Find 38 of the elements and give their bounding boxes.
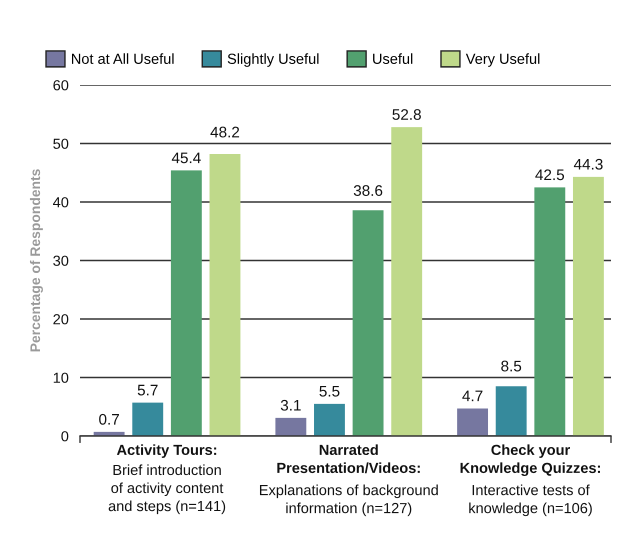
bar xyxy=(275,418,306,436)
x-tick-label: Narrated Presentation/Videos: Explanations of background information (n=127) xyxy=(260,444,438,516)
bar xyxy=(457,408,488,436)
legend-label: Useful xyxy=(373,53,412,64)
bar xyxy=(534,187,566,436)
y-tick-label: 30 xyxy=(53,256,68,266)
y-tick-label: 20 xyxy=(53,314,68,324)
data-label: 44.3 xyxy=(574,158,603,170)
data-label: 42.5 xyxy=(535,169,564,180)
y-tick-label: 0 xyxy=(61,431,68,442)
legend-label: Slightly Useful xyxy=(228,53,318,67)
data-label: 5.5 xyxy=(319,386,340,397)
legend-label: Very Useful xyxy=(466,53,540,67)
y-tick-label: 10 xyxy=(54,372,68,383)
bar xyxy=(132,402,164,436)
y-axis-title: Percentage of Respondents xyxy=(30,169,43,352)
y-tick-label: 40 xyxy=(53,197,68,208)
bar xyxy=(496,386,527,436)
bar xyxy=(210,154,240,436)
data-label: 5.7 xyxy=(138,384,158,396)
data-label: 52.8 xyxy=(392,109,421,120)
data-label: 4.7 xyxy=(462,390,482,402)
x-tick-label: Activity Tours: Brief introduction of activity content and steps (n=141) xyxy=(108,444,226,514)
bar xyxy=(572,176,604,436)
x-tick-label: Check your Knowledge Quizzes: Interactive tests of knowledge (n=106) xyxy=(460,444,600,516)
bar xyxy=(314,404,345,436)
data-label: 48.2 xyxy=(210,126,240,138)
legend-label: Not at All Useful xyxy=(72,53,174,64)
data-label: 0.7 xyxy=(99,414,119,425)
data-label: 45.4 xyxy=(172,152,201,164)
bar xyxy=(352,210,384,436)
bar xyxy=(391,127,422,436)
data-label: 38.6 xyxy=(354,185,382,196)
bar xyxy=(170,170,202,436)
y-tick-label: 60 xyxy=(53,80,68,90)
data-label: 8.5 xyxy=(501,360,522,372)
data-label: 3.1 xyxy=(280,400,301,411)
y-tick-label: 50 xyxy=(53,138,68,149)
